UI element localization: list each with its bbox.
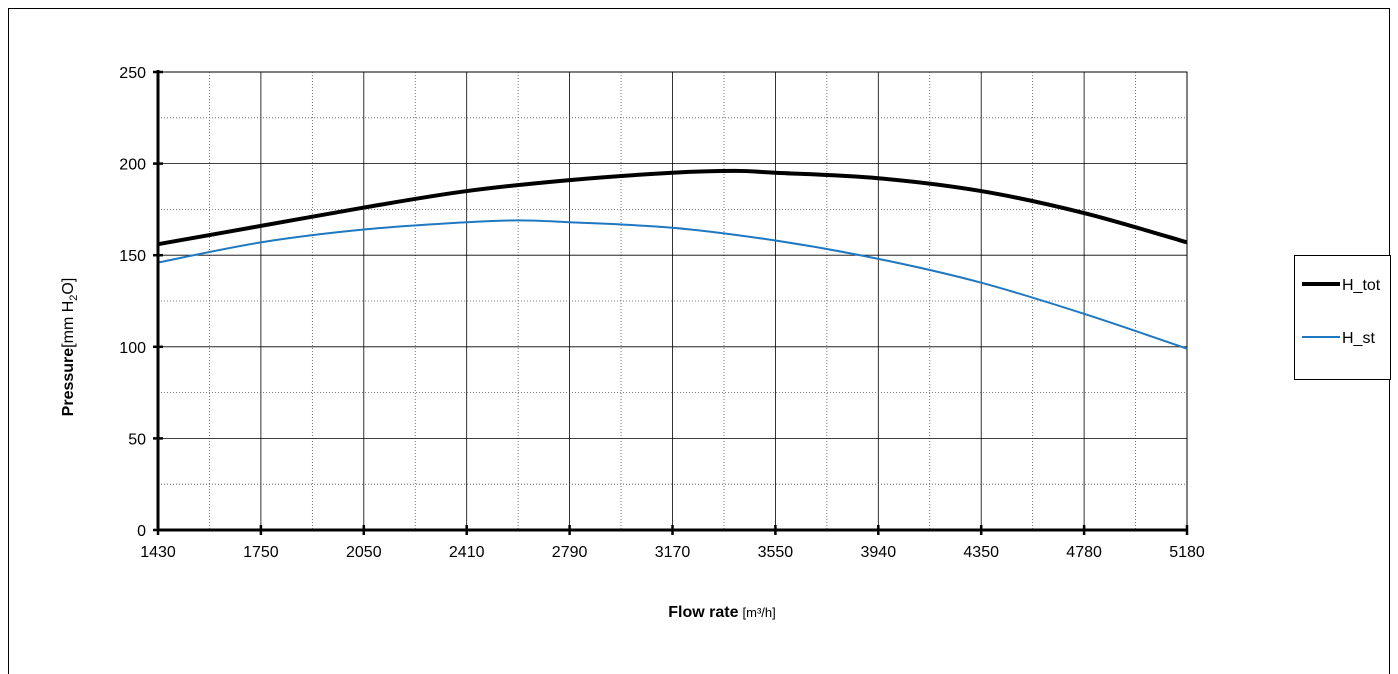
x-tick-label: 4350 xyxy=(963,544,999,561)
y-tick-label: 150 xyxy=(119,248,146,265)
y-tick-label: 200 xyxy=(119,157,146,174)
x-tick-label: 2050 xyxy=(346,544,382,561)
y-axis-title: Pressure[mm H2O] xyxy=(60,278,80,417)
tick-marks xyxy=(153,70,1189,535)
series-line-h-tot xyxy=(157,168,1188,247)
x-tick-label: 1430 xyxy=(140,544,176,561)
axes xyxy=(156,70,1187,532)
series-lines xyxy=(157,168,1188,350)
series-line-h-st xyxy=(157,219,1188,350)
chart-border xyxy=(8,8,1390,674)
y-tick-label: 0 xyxy=(137,523,146,540)
x-tick-label: 4780 xyxy=(1066,544,1102,561)
x-tick-label: 5180 xyxy=(1169,544,1205,561)
y-tick-label: 50 xyxy=(128,431,146,448)
grid xyxy=(157,71,1188,531)
x-tick-label: 2410 xyxy=(449,544,485,561)
legend: H_tot H_st xyxy=(1294,255,1391,380)
y-tick-labels: 0 50 100 150 200 250 xyxy=(119,65,146,540)
legend-box xyxy=(1294,255,1391,380)
x-tick-label: 3940 xyxy=(861,544,897,561)
legend-label-h-st: H_st xyxy=(1342,330,1375,347)
x-tick-label: 3550 xyxy=(758,544,794,561)
x-tick-label: 2790 xyxy=(552,544,588,561)
y-tick-label: 250 xyxy=(119,65,146,82)
x-tick-labels: 1430 1750 2050 2410 2790 3170 3550 3940 4350 4780… xyxy=(140,544,1205,561)
x-axis-title: Flow rate [m³/h] xyxy=(668,604,775,621)
x-tick-label: 3170 xyxy=(655,544,691,561)
legend-label-h-tot: H_tot xyxy=(1342,277,1381,294)
y-tick-label: 100 xyxy=(119,340,146,357)
x-tick-label: 1750 xyxy=(243,544,279,561)
